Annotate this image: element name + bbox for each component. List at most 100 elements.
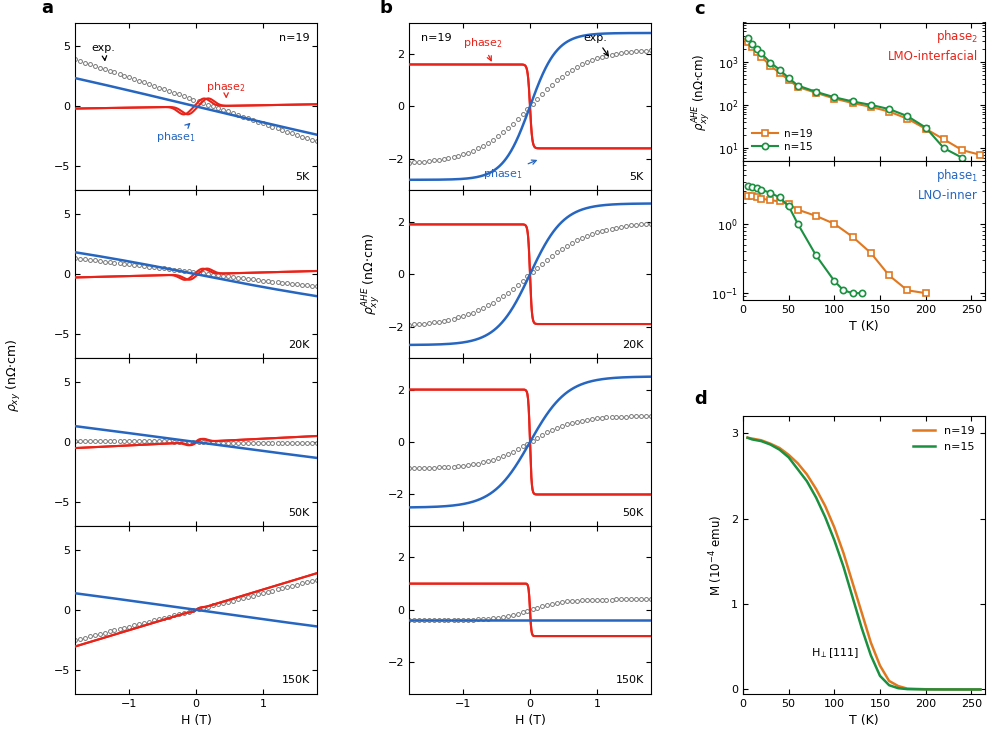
n=19	[901, 286, 913, 295]
n=19	[901, 684, 913, 693]
Y-axis label: M (10$^{-4}$ emu): M (10$^{-4}$ emu)	[708, 514, 725, 596]
n=19	[774, 68, 786, 77]
n=15	[847, 592, 859, 602]
Text: LMO-interfacial: LMO-interfacial	[887, 50, 978, 63]
n=19	[938, 135, 950, 144]
n=15	[755, 436, 767, 445]
n=15	[792, 219, 804, 228]
Text: exp.: exp.	[584, 33, 608, 56]
Text: phase$_2$: phase$_2$	[463, 36, 503, 61]
n=15	[828, 277, 840, 286]
n=15	[883, 681, 895, 690]
Legend: n=19, n=15: n=19, n=15	[909, 422, 979, 456]
Text: n=19: n=19	[279, 32, 310, 43]
Text: phase$_2$: phase$_2$	[206, 80, 246, 98]
n=19	[751, 47, 763, 56]
n=15	[938, 144, 950, 153]
n=15	[774, 446, 786, 454]
n=15	[865, 100, 877, 109]
n=19	[956, 146, 968, 154]
n=15	[892, 684, 904, 693]
n=19	[783, 200, 795, 209]
n=15	[746, 182, 758, 191]
n=15	[810, 87, 822, 96]
n=15	[856, 289, 868, 298]
n=15	[742, 182, 754, 190]
n=19	[755, 53, 767, 62]
X-axis label: T (K): T (K)	[849, 714, 879, 728]
Text: phase$_1$: phase$_1$	[483, 160, 536, 182]
n=15	[847, 97, 859, 106]
n=19	[883, 271, 895, 280]
n=15	[792, 465, 804, 474]
n=19	[938, 685, 950, 694]
n=19	[783, 75, 795, 84]
Line: n=19: n=19	[745, 194, 928, 296]
n=15	[764, 440, 776, 449]
n=15	[746, 435, 758, 444]
Text: 5K: 5K	[630, 172, 644, 182]
Legend: n=19, n=15: n=19, n=15	[748, 124, 816, 156]
n=15	[742, 433, 754, 442]
n=19	[751, 193, 763, 202]
n=19	[847, 98, 859, 107]
n=15	[801, 477, 813, 486]
n=19	[792, 82, 804, 92]
n=15	[755, 185, 767, 194]
n=15	[920, 685, 932, 694]
Line: n=15: n=15	[748, 438, 980, 689]
n=15	[920, 123, 932, 132]
Text: H$_{\perp}$[111]: H$_{\perp}$[111]	[811, 646, 859, 661]
X-axis label: T (K): T (K)	[849, 320, 879, 333]
n=19	[792, 206, 804, 214]
n=19	[810, 484, 822, 494]
n=15	[783, 453, 795, 462]
n=19	[847, 578, 859, 587]
X-axis label: H (T): H (T)	[181, 714, 211, 728]
n=19	[774, 197, 786, 206]
n=19	[764, 62, 776, 70]
n=15	[774, 65, 786, 74]
n=19	[837, 548, 849, 557]
n=15	[764, 58, 776, 67]
Text: 20K: 20K	[622, 340, 644, 350]
n=15	[746, 39, 758, 48]
n=19	[764, 440, 776, 448]
n=15	[819, 512, 831, 521]
n=15	[974, 685, 986, 694]
n=19	[883, 676, 895, 686]
n=19	[856, 608, 868, 617]
n=15	[837, 286, 849, 295]
n=15	[901, 685, 913, 694]
n=19	[974, 150, 986, 159]
Line: n=15: n=15	[744, 183, 865, 296]
n=19	[742, 38, 754, 46]
n=15	[751, 44, 763, 53]
n=19	[828, 94, 840, 103]
n=19	[742, 192, 754, 201]
n=19	[801, 470, 813, 479]
n=19	[783, 450, 795, 459]
n=15	[792, 81, 804, 90]
n=15	[751, 183, 763, 192]
n=19	[901, 114, 913, 123]
Text: 50K: 50K	[622, 508, 644, 518]
n=19	[883, 107, 895, 116]
n=19	[920, 289, 932, 298]
n=19	[847, 232, 859, 242]
n=15	[783, 74, 795, 82]
Line: n=15: n=15	[744, 35, 965, 161]
n=15	[783, 202, 795, 211]
n=19	[865, 638, 877, 647]
n=15	[901, 112, 913, 121]
n=15	[828, 93, 840, 102]
n=15	[956, 685, 968, 694]
n=19	[746, 192, 758, 201]
n=19	[974, 685, 986, 694]
n=15	[742, 34, 754, 43]
n=15	[938, 685, 950, 694]
n=15	[847, 289, 859, 298]
Text: b: b	[380, 0, 393, 17]
n=15	[856, 623, 868, 632]
Text: 5K: 5K	[296, 172, 310, 182]
